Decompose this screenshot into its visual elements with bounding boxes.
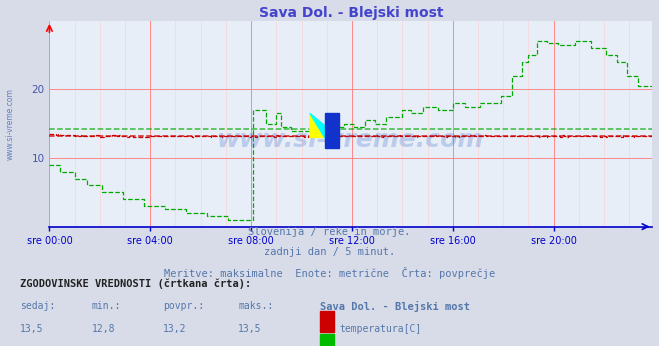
Polygon shape [310, 113, 339, 137]
Text: ZGODOVINSKE VREDNOSTI (črtkana črta):: ZGODOVINSKE VREDNOSTI (črtkana črta): [20, 278, 251, 289]
Bar [320, 311, 334, 332]
Text: 12,8: 12,8 [92, 324, 115, 334]
Text: sedaj:: sedaj: [20, 301, 55, 311]
Text: Meritve: maksimalne  Enote: metrične  Črta: povprečje: Meritve: maksimalne Enote: metrične Črta… [164, 267, 495, 279]
Polygon shape [325, 113, 339, 148]
Bar [320, 334, 334, 346]
Text: zadnji dan / 5 minut.: zadnji dan / 5 minut. [264, 247, 395, 257]
Text: Sava Dol. - Blejski most: Sava Dol. - Blejski most [320, 301, 470, 312]
Title: Sava Dol. - Blejski most: Sava Dol. - Blejski most [259, 6, 443, 20]
Text: 13,5: 13,5 [238, 324, 262, 334]
Text: www.si-vreme.com: www.si-vreme.com [217, 128, 484, 152]
Text: 13,5: 13,5 [20, 324, 43, 334]
Text: povpr.:: povpr.: [163, 301, 204, 311]
Text: temperatura[C]: temperatura[C] [339, 324, 422, 334]
Text: maks.:: maks.: [238, 301, 273, 311]
Polygon shape [310, 113, 325, 137]
Text: 13,2: 13,2 [163, 324, 186, 334]
Text: Slovenija / reke in morje.: Slovenija / reke in morje. [248, 227, 411, 237]
Text: www.si-vreme.com: www.si-vreme.com [6, 88, 14, 160]
Text: min.:: min.: [92, 301, 121, 311]
